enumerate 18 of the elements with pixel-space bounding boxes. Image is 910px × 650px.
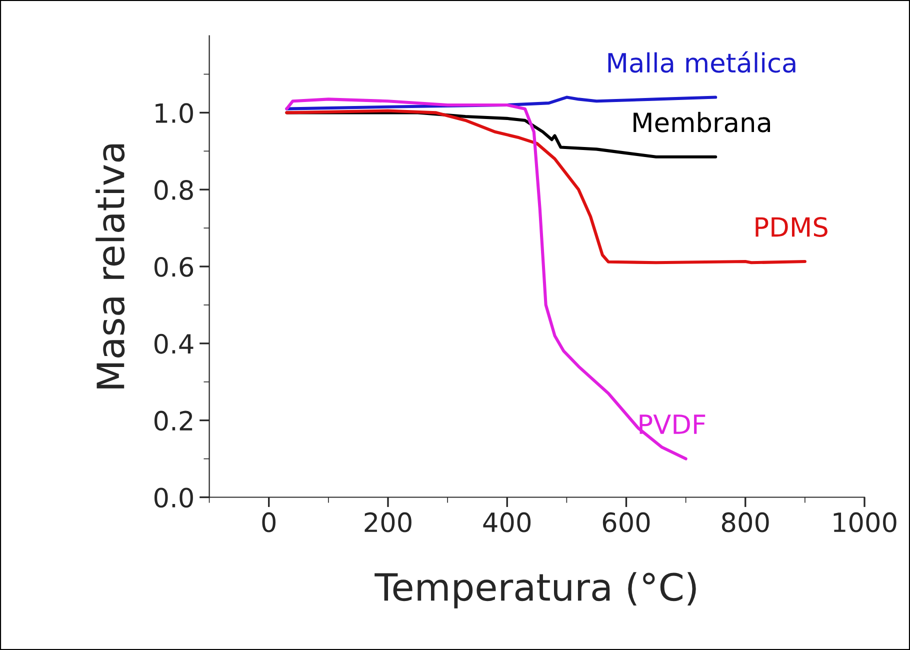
y-tick-label: 1.0 — [156, 103, 193, 124]
y-tick-label: 0.4 — [154, 334, 194, 354]
series-label: Membrana — [634, 112, 770, 132]
series-label: PVDF — [640, 414, 706, 434]
x-tick-label: 600 — [602, 512, 650, 532]
x-tick-label: 400 — [483, 512, 531, 532]
x-axis-title: Temperatura (°C) — [374, 572, 696, 608]
x-tick-label: 200 — [364, 512, 412, 532]
y-tick-label: 0.8 — [154, 180, 193, 200]
y-tick-label: 0.0 — [154, 488, 193, 508]
x-tick-label: 800 — [722, 512, 769, 532]
y-tick-label: 0.2 — [154, 410, 192, 431]
y-axis-title: Masa relativa — [96, 144, 125, 388]
series-label: Malla metálica — [608, 51, 796, 73]
y-tick-label: 0.6 — [154, 256, 194, 277]
x-tick-label: 1000 — [834, 512, 896, 532]
x-tick-label: 0 — [262, 512, 276, 532]
series-label: PDMS — [756, 216, 828, 237]
